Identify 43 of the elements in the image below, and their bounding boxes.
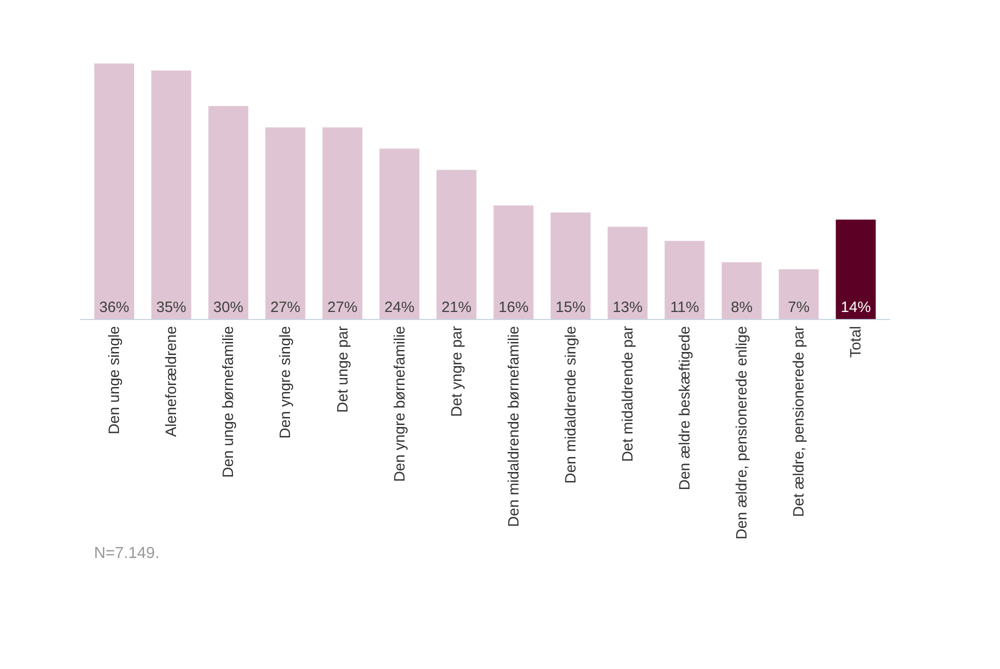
x-tick-label: Det unge par bbox=[334, 326, 352, 413]
data-label: 35% bbox=[156, 299, 186, 316]
data-label: 16% bbox=[498, 299, 529, 316]
data-label: 13% bbox=[612, 299, 643, 316]
x-tick-label: Det yngre par bbox=[448, 326, 466, 417]
bar bbox=[151, 70, 192, 319]
bar bbox=[94, 63, 134, 319]
text: N=7.149. bbox=[94, 545, 160, 562]
x-tick-label: Den yngre single bbox=[277, 326, 294, 439]
data-label: 27% bbox=[327, 299, 358, 316]
x-tick-label: Den midaldrende single bbox=[562, 326, 580, 484]
bar bbox=[550, 212, 591, 319]
data-label: 27% bbox=[270, 299, 300, 316]
data-label: 11% bbox=[670, 299, 700, 316]
x-tick-label: Den yngre børnefamilie bbox=[391, 326, 408, 482]
x-tick-label: Total bbox=[848, 326, 865, 358]
bar bbox=[322, 127, 362, 319]
bar bbox=[836, 220, 876, 319]
x-tick-label: Den unge børnefamilie bbox=[220, 326, 238, 478]
x-tick-label: Den ældre beskæftigede bbox=[676, 326, 694, 490]
data-label: 7% bbox=[788, 299, 810, 316]
x-tick-label: Den unge single bbox=[106, 326, 124, 434]
data-label: 30% bbox=[213, 299, 244, 316]
data-label: 15% bbox=[556, 299, 586, 316]
bar bbox=[436, 170, 476, 319]
data-label: 8% bbox=[730, 299, 753, 316]
data-label: 14% bbox=[840, 299, 871, 316]
bar bbox=[778, 269, 819, 319]
bar bbox=[208, 106, 248, 319]
x-tick-label: Den ældre, pensionerede enlige bbox=[734, 326, 751, 540]
data-label: 24% bbox=[384, 299, 414, 316]
x-tick-label: Aleneforældrene bbox=[163, 326, 180, 437]
x-tick-label: Det midaldrende par bbox=[619, 326, 636, 462]
x-tick-label: Den midaldrende børnefamilie bbox=[505, 326, 522, 527]
bar bbox=[722, 262, 762, 319]
bar bbox=[494, 205, 534, 319]
bar bbox=[608, 226, 648, 319]
bar bbox=[664, 240, 705, 319]
bar bbox=[265, 127, 306, 319]
x-tick-label: Det ældre, pensionerede par bbox=[790, 326, 808, 517]
data-label: 21% bbox=[441, 299, 472, 316]
data-label: 36% bbox=[99, 299, 130, 316]
bar bbox=[379, 148, 420, 319]
